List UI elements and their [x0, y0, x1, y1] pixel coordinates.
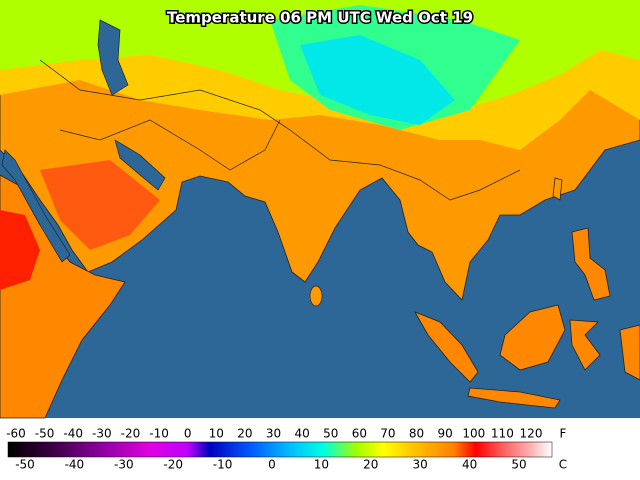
map-title: Temperature 06 PM UTC Wed Oct 19: [167, 9, 473, 27]
celsius-label: 20: [363, 458, 378, 472]
fahrenheit-label: 60: [352, 427, 367, 441]
celsius-label: -20: [163, 458, 183, 472]
fahrenheit-label: -20: [121, 427, 141, 441]
sri-lanka: [309, 285, 323, 307]
country-borders: [39, 59, 521, 201]
celsius-label: 10: [314, 458, 329, 472]
sulawesi: [569, 319, 601, 371]
hot-zone: [0, 210, 40, 290]
fahrenheit-label: 70: [380, 427, 395, 441]
map: [0, 0, 640, 419]
java: [467, 387, 561, 409]
fahrenheit-unit: F: [560, 427, 567, 441]
color-scale-legend: F C -60 -50 -40 -30 -20 -10 0 10 20 30 40 50 60 70 80 9…: [6, 427, 567, 472]
fahrenheit-label: 10: [209, 427, 224, 441]
fahrenheit-label: 90: [438, 427, 453, 441]
celsius-label: -10: [213, 458, 233, 472]
celsius-label: -40: [65, 458, 85, 472]
persian-gulf: [114, 139, 166, 191]
fahrenheit-label: 50: [323, 427, 338, 441]
philippines: [571, 227, 611, 301]
celsius-label: 30: [413, 458, 428, 472]
red-sea: [1, 149, 71, 263]
country-borders: [59, 119, 281, 171]
celsius-label: -30: [114, 458, 134, 472]
color-scale-bar: [7, 441, 553, 458]
fahrenheit-label: -30: [92, 427, 112, 441]
new-guinea-edge: [619, 324, 640, 381]
fahrenheit-label: 30: [266, 427, 281, 441]
caspian-sea: [97, 19, 129, 96]
celsius-label: 0: [268, 458, 276, 472]
sumatra: [414, 311, 479, 383]
fahrenheit-label: -50: [35, 427, 55, 441]
taiwan: [552, 177, 563, 201]
fahrenheit-label: -10: [149, 427, 169, 441]
fahrenheit-label: 20: [237, 427, 252, 441]
fahrenheit-label: -60: [6, 427, 26, 441]
celsius-unit: C: [559, 458, 567, 472]
fahrenheit-label: 100: [462, 427, 485, 441]
celsius-label: 40: [462, 458, 477, 472]
celsius-label: -50: [15, 458, 35, 472]
fahrenheit-label: 110: [491, 427, 514, 441]
fahrenheit-label: 120: [520, 427, 543, 441]
celsius-label: 50: [511, 458, 526, 472]
borneo: [499, 304, 566, 371]
fahrenheit-label: 0: [184, 427, 192, 441]
warm-zone: [40, 160, 160, 250]
cyan-zone: [300, 35, 455, 125]
fahrenheit-label: -40: [63, 427, 83, 441]
fahrenheit-label: 80: [409, 427, 424, 441]
fahrenheit-label: 40: [294, 427, 309, 441]
